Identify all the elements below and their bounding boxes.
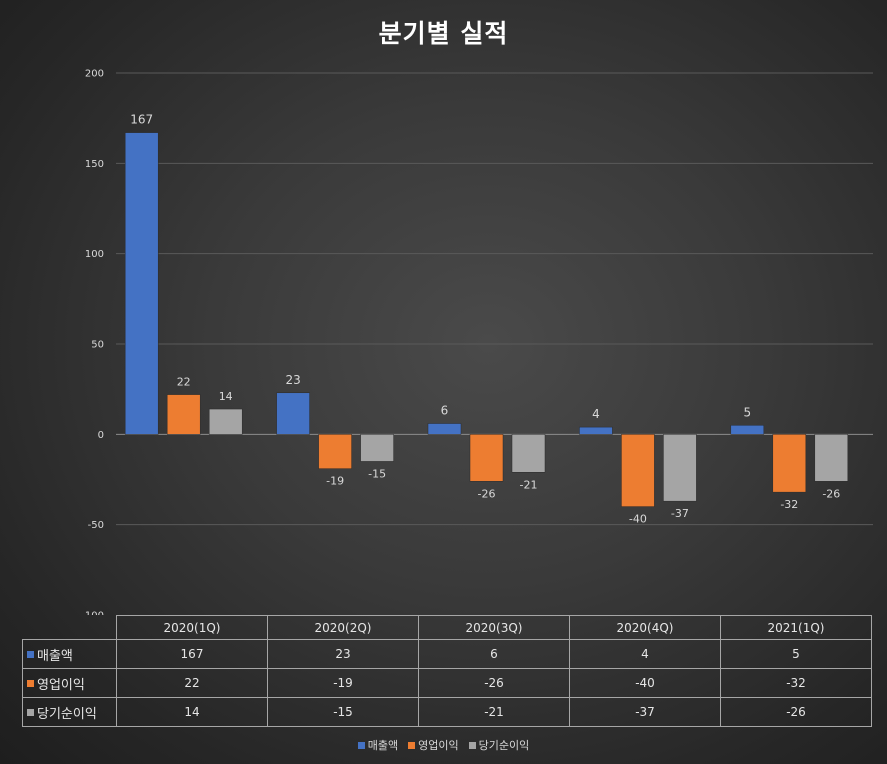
table-cell: 4 [569, 639, 721, 669]
series-swatch [27, 650, 34, 658]
data-label: 14 [219, 390, 233, 403]
bar-2-2 [318, 434, 352, 469]
legend: 매출액 영업이익 당기순이익 [0, 737, 887, 753]
bar-3-1 [208, 408, 243, 435]
legend-item: 매출액 [357, 737, 399, 753]
data-label: 4 [592, 407, 600, 421]
data-label: 6 [441, 403, 449, 417]
table-column-header: 2020(1Q) [116, 615, 268, 640]
table-cell: 6 [418, 639, 570, 669]
legend-label: 영업이익 [418, 739, 459, 752]
data-label: -37 [671, 507, 689, 520]
data-label: 22 [177, 376, 191, 389]
y-tick-label: 100 [85, 249, 104, 260]
bar-3-2 [360, 434, 394, 462]
data-labels: 167 22 14 23 -19 -15 6 -26 -21 4 -40 -37 5 -32 -26 [130, 113, 840, 526]
data-label: 167 [130, 113, 153, 127]
data-label: -15 [368, 467, 386, 480]
table-row-header: 당기순이익 [22, 697, 117, 727]
series-swatch [27, 708, 34, 716]
data-label: 23 [285, 373, 300, 387]
chart-plot-area: -100 -50 0 50 100 150 200 167 22 14 23 -19 -15 6 -26 -… [81, 69, 873, 616]
bar-2-3 [469, 434, 504, 482]
data-label: -32 [780, 498, 798, 511]
table-column-header: 2020(3Q) [418, 615, 570, 640]
legend-swatch [357, 741, 365, 749]
table-row: 매출액 167 23 6 4 5 [22, 639, 872, 669]
table-cell: 22 [116, 668, 268, 698]
y-tick-label: -50 [88, 520, 104, 531]
bar-2-1 [166, 394, 201, 435]
table-cell: 167 [116, 639, 268, 669]
table-cell: 14 [116, 697, 268, 727]
y-tick-label: 50 [91, 340, 104, 351]
table-corner [22, 615, 117, 640]
legend-label: 매출액 [367, 739, 399, 752]
bars [124, 132, 849, 507]
table-cell: -19 [267, 668, 419, 698]
series-name: 영업이익 [37, 677, 85, 693]
bar-1-3 [427, 423, 462, 435]
table-cell: -32 [720, 668, 872, 698]
table-row-header: 영업이익 [22, 668, 117, 698]
bar-2-4 [621, 434, 655, 507]
chart-title: 분기별 실적 [378, 19, 509, 48]
table-cell: -37 [569, 697, 721, 727]
table-header-row: 2020(1Q) 2020(2Q) 2020(3Q) 2020(4Q) 2021(1Q) [22, 615, 872, 640]
legend-swatch [408, 741, 416, 749]
bar-3-3 [511, 434, 546, 473]
legend-swatch [468, 741, 476, 749]
bar-1-4 [579, 426, 613, 435]
table-row: 영업이익 22 -19 -26 -40 -32 [22, 668, 872, 698]
table-column-header: 2020(4Q) [569, 615, 721, 640]
bar-1-2 [276, 392, 310, 435]
table-cell: -15 [267, 697, 419, 727]
bar-1-5 [730, 425, 765, 435]
data-table: 2020(1Q) 2020(2Q) 2020(3Q) 2020(4Q) 2021(1Q)… [22, 615, 872, 727]
series-name: 당기순이익 [37, 706, 97, 722]
table-column-header: 2020(2Q) [267, 615, 419, 640]
table-column-header: 2021(1Q) [720, 615, 872, 640]
table-row-header: 매출액 [22, 639, 117, 669]
series-swatch [27, 679, 34, 687]
bar-1-1 [124, 132, 159, 435]
data-label: 5 [743, 405, 751, 419]
y-tick-label: 200 [85, 69, 104, 80]
data-label: -21 [520, 478, 538, 491]
y-tick-label: 0 [98, 430, 104, 441]
table-cell: -40 [569, 668, 721, 698]
table-cell: -26 [720, 697, 872, 727]
y-tick-label: 150 [85, 159, 104, 170]
table-cell: 23 [267, 639, 419, 669]
y-axis: -100 -50 0 50 100 150 200 [81, 69, 104, 616]
data-label: -26 [478, 487, 496, 500]
table-cell: -26 [418, 668, 570, 698]
bar-3-4 [663, 434, 697, 502]
data-label: -19 [326, 475, 344, 488]
bar-3-5 [814, 434, 849, 482]
legend-item: 영업이익 [408, 737, 459, 753]
legend-label: 당기순이익 [478, 739, 530, 752]
table-cell: -21 [418, 697, 570, 727]
bar-2-5 [772, 434, 807, 493]
table-row: 당기순이익 14 -15 -21 -37 -26 [22, 697, 872, 727]
legend-item: 당기순이익 [468, 737, 530, 753]
data-label: -26 [822, 487, 840, 500]
table-body: 매출액 167 23 6 4 5 영업이익 22 -19 -26 -40 -32 당기순이익 14 -15-… [22, 639, 872, 727]
y-tick-label: -100 [81, 611, 104, 616]
table-cell: 5 [720, 639, 872, 669]
series-name: 매출액 [37, 648, 73, 664]
data-label: -40 [629, 513, 647, 526]
